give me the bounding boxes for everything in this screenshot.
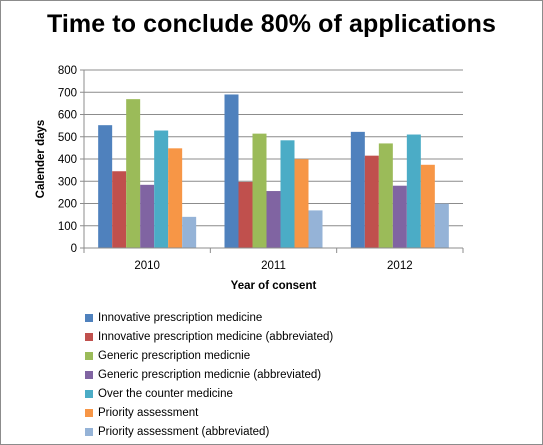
legend-label: Generic prescription medicnie bbox=[98, 349, 251, 362]
bar bbox=[350, 131, 365, 248]
legend-item: Innovative prescription medicine (abbrev… bbox=[85, 327, 333, 346]
bar bbox=[140, 184, 155, 248]
legend-swatch bbox=[85, 370, 93, 379]
bar bbox=[224, 94, 239, 248]
bar bbox=[126, 99, 141, 249]
legend-item: Over the counter medicine bbox=[85, 384, 333, 403]
bar bbox=[434, 203, 449, 248]
y-tick-label: 800 bbox=[58, 65, 77, 77]
bar bbox=[294, 159, 309, 248]
bar bbox=[266, 191, 281, 248]
y-tick-label: 100 bbox=[58, 221, 77, 233]
legend-item: Generic prescription medicnie (abbreviat… bbox=[85, 365, 333, 384]
y-tick-label: 400 bbox=[58, 154, 77, 166]
bar bbox=[420, 164, 435, 248]
legend-label: Priority assessment bbox=[98, 407, 199, 420]
legend-swatch bbox=[85, 389, 93, 398]
bar bbox=[168, 148, 183, 248]
bar bbox=[98, 125, 113, 248]
y-axis-title: Calender days bbox=[35, 120, 47, 199]
y-tick-label: 200 bbox=[58, 199, 77, 211]
x-tick-label: 2012 bbox=[387, 260, 413, 272]
legend-label: Innovative prescription medicine (abbrev… bbox=[98, 330, 334, 343]
bar bbox=[112, 171, 127, 248]
bar bbox=[154, 130, 169, 248]
legend-swatch bbox=[85, 332, 93, 341]
legend-swatch bbox=[85, 351, 93, 360]
legend-item: Priority assessment bbox=[85, 403, 333, 422]
chart-title: Time to conclude 80% of applications bbox=[46, 10, 497, 38]
bar bbox=[238, 181, 253, 248]
bar bbox=[392, 185, 407, 248]
bar bbox=[182, 216, 197, 248]
legend-item: Generic prescription medicnie bbox=[85, 346, 333, 365]
legend-swatch bbox=[85, 428, 93, 437]
x-tick-label: 2010 bbox=[134, 260, 160, 272]
legend-label: Over the counter medicine bbox=[98, 387, 233, 400]
bar bbox=[406, 134, 421, 248]
y-tick-label: 700 bbox=[58, 87, 77, 99]
y-tick-label: 600 bbox=[58, 110, 77, 122]
bar bbox=[308, 210, 323, 248]
axes: 0 100 200 300 400 500 600 700 800 2010 2011 2012 bbox=[58, 65, 464, 272]
bar bbox=[280, 140, 295, 248]
legend: Innovative prescription medicine Innovati… bbox=[85, 308, 333, 442]
bar bbox=[364, 155, 379, 248]
legend-label: Innovative prescription medicine bbox=[98, 311, 263, 324]
legend-swatch bbox=[85, 409, 93, 418]
legend-item: Priority assessment (abbreviated) bbox=[85, 423, 333, 442]
y-tick-label: 0 bbox=[71, 243, 77, 255]
x-tick-label: 2011 bbox=[261, 260, 286, 272]
legend-label: Generic prescription medicnie (abbreviat… bbox=[98, 368, 322, 381]
bar bbox=[252, 133, 267, 248]
legend-item: Innovative prescription medicine bbox=[85, 308, 333, 327]
bar bbox=[378, 143, 393, 248]
y-tick-label: 300 bbox=[58, 176, 77, 188]
x-axis-title: Year of consent bbox=[231, 280, 317, 292]
y-tick-label: 500 bbox=[58, 132, 77, 144]
legend-label: Priority assessment (abbreviated) bbox=[98, 426, 270, 439]
legend-swatch bbox=[85, 313, 93, 322]
bars bbox=[98, 94, 449, 249]
